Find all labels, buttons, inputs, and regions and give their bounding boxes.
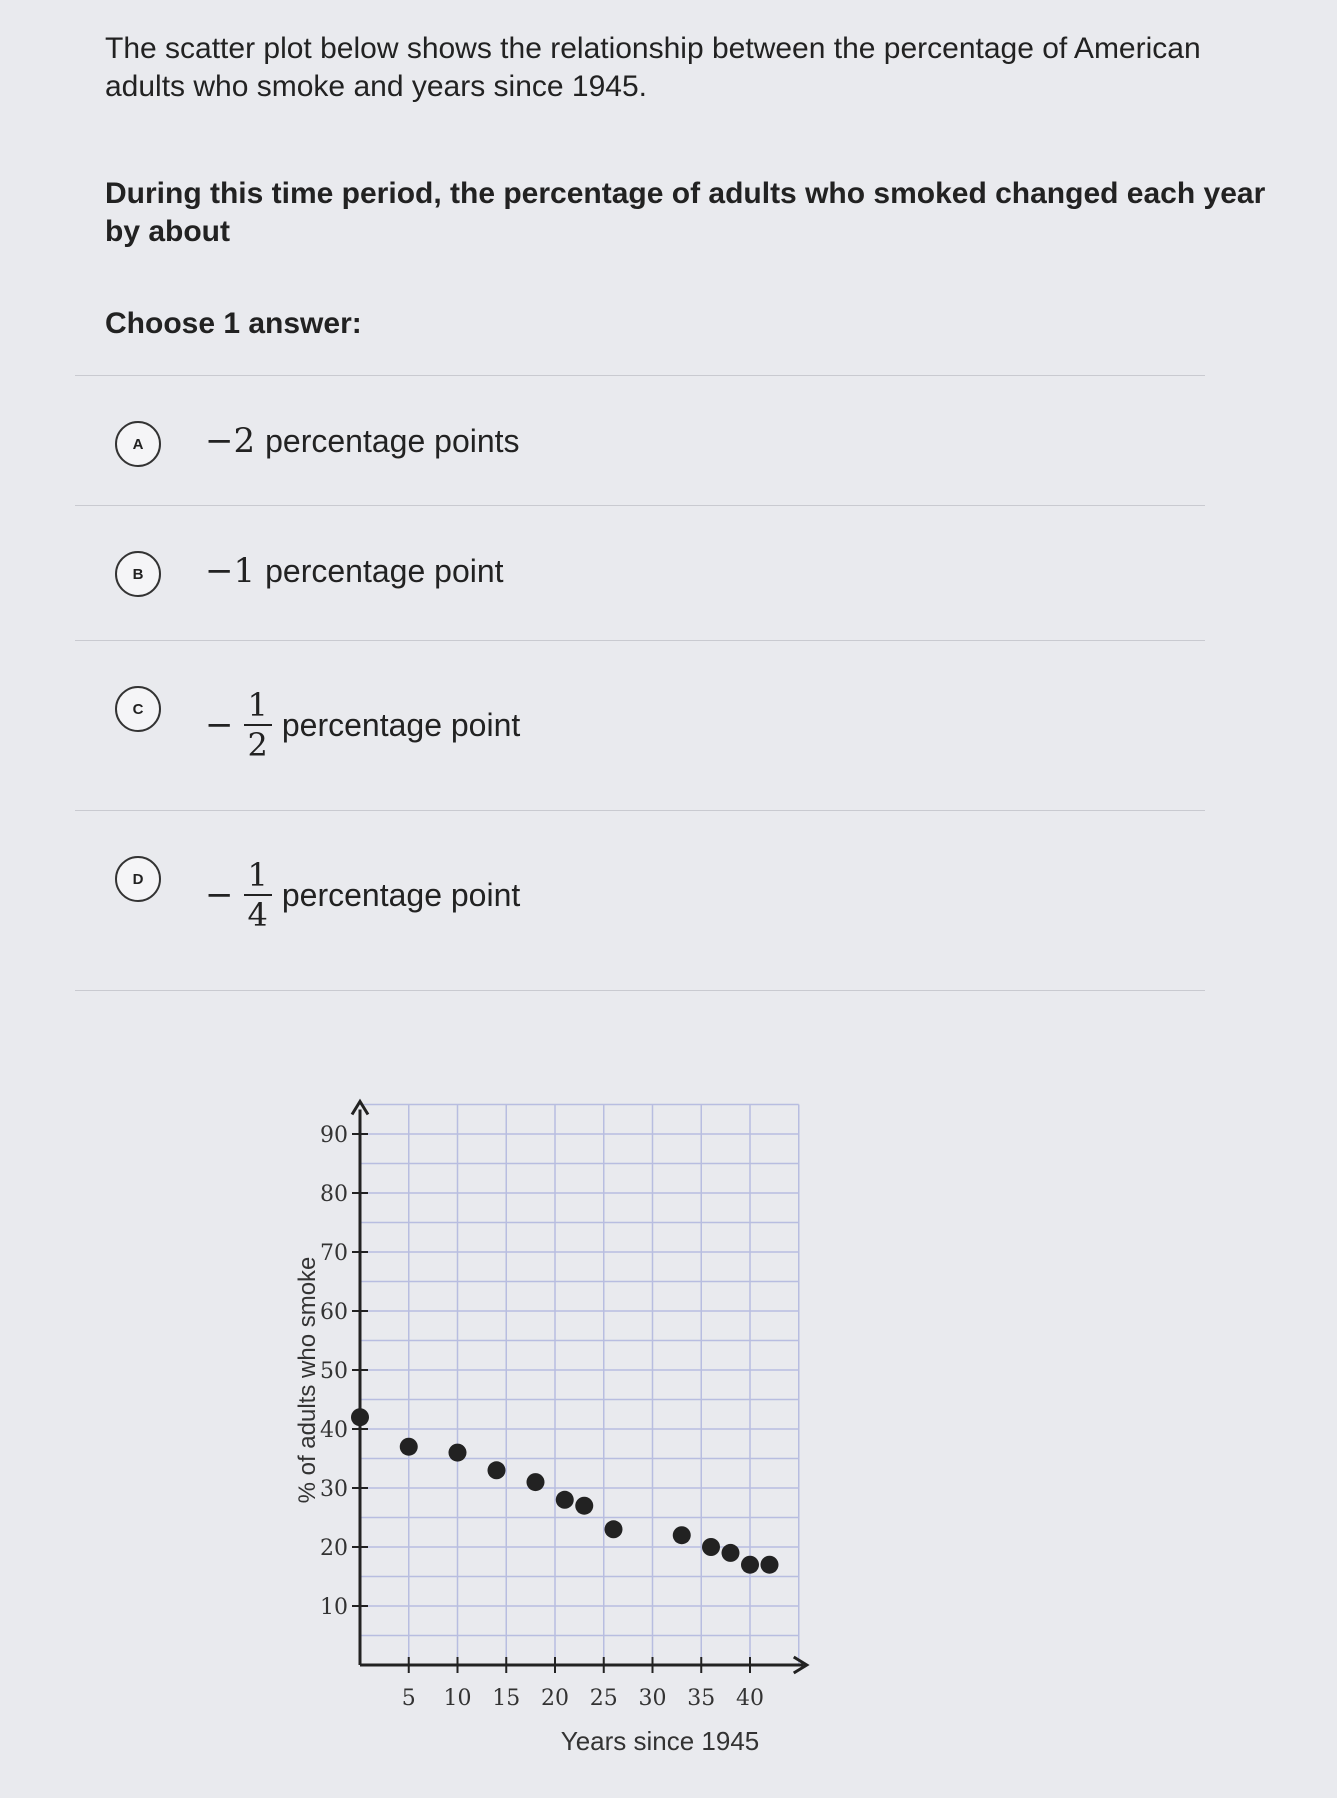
choice-b[interactable]: B −1 percentage point (75, 505, 1205, 636)
y-axis-arrow (350, 1098, 370, 1116)
choice-c[interactable]: C −1 2 percentage point (75, 640, 1205, 811)
data-point (702, 1538, 720, 1556)
x-tick-label: 30 (639, 1686, 667, 1711)
y-tick-label: 20 (320, 1536, 348, 1561)
denominator: 2 (247, 726, 268, 764)
x-tick-label: 20 (541, 1686, 569, 1711)
x-tick-label: 40 (736, 1686, 764, 1711)
x-tick-label: 25 (590, 1686, 618, 1711)
y-axis-label: % of adults who smoke (294, 1257, 321, 1504)
data-point (760, 1555, 779, 1574)
choose-instruction: Choose 1 answer: (105, 307, 362, 340)
y-tick-label: 70 (320, 1241, 348, 1266)
choice-letter-b: B (115, 551, 161, 597)
choice-a[interactable]: A −2 percentage points (75, 375, 1205, 506)
choice-d-sign: − (205, 875, 234, 915)
choice-d[interactable]: D −1 4 percentage point (75, 810, 1205, 991)
x-tick-label: 5 (402, 1686, 416, 1711)
x-axis-arrow (792, 1655, 810, 1675)
data-point (448, 1443, 467, 1462)
x-tick-label: 15 (492, 1686, 520, 1711)
data-point (526, 1473, 545, 1492)
y-tick-label: 40 (320, 1418, 348, 1443)
data-point (555, 1490, 574, 1509)
divider (75, 990, 1205, 991)
data-point (741, 1555, 759, 1574)
x-tick-label: 35 (687, 1686, 715, 1711)
data-point (721, 1543, 740, 1562)
data-point (351, 1408, 369, 1427)
data-point (487, 1461, 506, 1480)
data-point (672, 1526, 691, 1545)
data-point (575, 1496, 594, 1515)
choice-a-text: percentage points (265, 422, 520, 459)
y-tick-label: 90 (320, 1123, 348, 1148)
x-tick-label: 10 (444, 1686, 472, 1711)
data-point (399, 1437, 418, 1456)
choice-letter-a: A (115, 421, 161, 467)
choice-c-sign: − (205, 705, 234, 745)
y-tick-label: 30 (320, 1477, 348, 1502)
question-intro: The scatter plot below shows the relatio… (105, 32, 1201, 103)
y-tick-label: 10 (320, 1595, 348, 1620)
choice-letter-d: D (115, 856, 161, 902)
choice-b-value: −1 (205, 551, 256, 591)
choice-c-text: percentage point (281, 706, 521, 743)
choice-b-text: percentage point (265, 552, 504, 589)
choice-d-text: percentage point (281, 876, 521, 913)
data-point (604, 1520, 623, 1539)
numerator: 1 (243, 686, 272, 726)
denominator: 4 (247, 896, 268, 934)
question-prompt: During this time period, the percentage … (105, 177, 1266, 248)
choice-letter-c: C (115, 686, 161, 732)
y-tick-label: 60 (320, 1300, 348, 1325)
numerator: 1 (243, 856, 272, 896)
y-tick-label: 50 (320, 1359, 348, 1384)
x-axis-label: Years since 1945 (561, 1726, 760, 1756)
choice-a-value: −2 (205, 421, 256, 461)
y-tick-label: 80 (320, 1182, 348, 1207)
